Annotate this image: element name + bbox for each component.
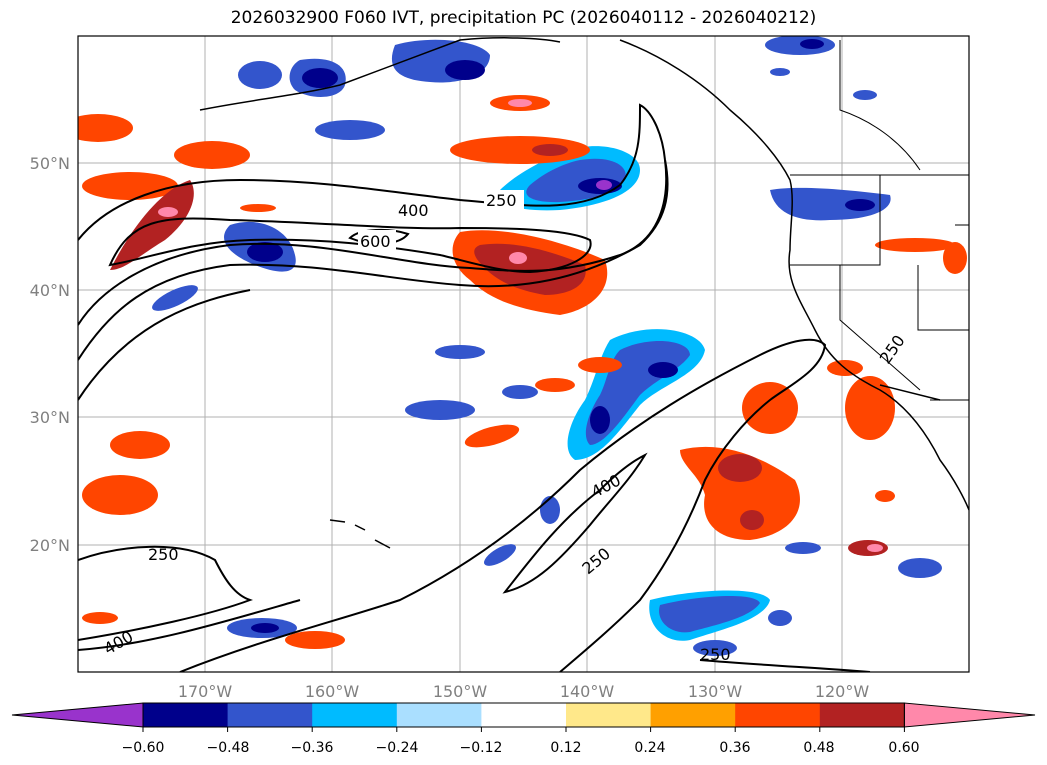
colorbar-extend-left	[11, 702, 144, 728]
contour-label: 250	[486, 191, 517, 210]
colorbar-tick-label: −0.12	[460, 740, 503, 756]
colorbar-tick-label: 0.24	[634, 740, 665, 756]
colorbar-tick-label: 0.12	[550, 740, 581, 756]
contour-label: 250	[700, 645, 731, 664]
lon-label: 140°W	[560, 682, 615, 701]
colorbar-extend-right	[903, 702, 1036, 728]
lat-label: 40°N	[30, 281, 70, 300]
colorbar-segment	[396, 703, 482, 727]
coastlines	[199, 37, 969, 549]
colorbar-segment	[312, 703, 398, 727]
map-title: 2026032900 F060 IVT, precipitation PC (2…	[230, 8, 817, 28]
colorbar-outline	[142, 702, 905, 728]
ivt-contours	[78, 103, 871, 672]
colorbar-tick-label: 0.48	[803, 740, 834, 756]
lat-label: 30°N	[30, 408, 70, 427]
lat-label: 20°N	[30, 536, 70, 555]
positive-anomaly-regions	[78, 95, 967, 649]
map-area	[78, 36, 969, 672]
latitude-labels: 50°N 40°N 30°N 20°N	[30, 154, 70, 555]
colorbar-tick-label: −0.48	[207, 740, 250, 756]
lon-label: 150°W	[433, 682, 488, 701]
contour-label: 600	[360, 232, 391, 251]
colorbar-segment	[650, 703, 736, 727]
borders	[790, 40, 969, 401]
map-frame	[77, 35, 970, 673]
colorbar-tick-label: −0.24	[376, 740, 419, 756]
longitude-labels: 170°W 160°W 150°W 140°W 130°W 120°W	[178, 682, 870, 701]
contour-label: 400	[398, 201, 429, 220]
colorbar-segment	[227, 703, 313, 727]
contour-label: 250	[148, 545, 179, 564]
colorbar-segment	[735, 703, 821, 727]
colorbar-segment	[481, 703, 567, 727]
lon-label: 120°W	[815, 682, 870, 701]
colorbar-segment	[819, 703, 905, 727]
lon-label: 160°W	[305, 682, 360, 701]
colorbar-tick-label: 0.36	[719, 740, 750, 756]
colorbar-segment	[566, 703, 652, 727]
colorbar-tick-label: −0.36	[291, 740, 334, 756]
lon-label: 130°W	[688, 682, 743, 701]
colorbar-segment	[143, 703, 229, 727]
colorbar-labels: −0.60 −0.48 −0.36 −0.24 −0.12 0.12 0.24 …	[122, 740, 920, 756]
lon-label: 170°W	[178, 682, 233, 701]
colorbar-tick-label: 0.60	[888, 740, 919, 756]
lat-label: 50°N	[30, 154, 70, 173]
colorbar-tick-label: −0.60	[122, 740, 165, 756]
colorbar	[11, 702, 1036, 732]
